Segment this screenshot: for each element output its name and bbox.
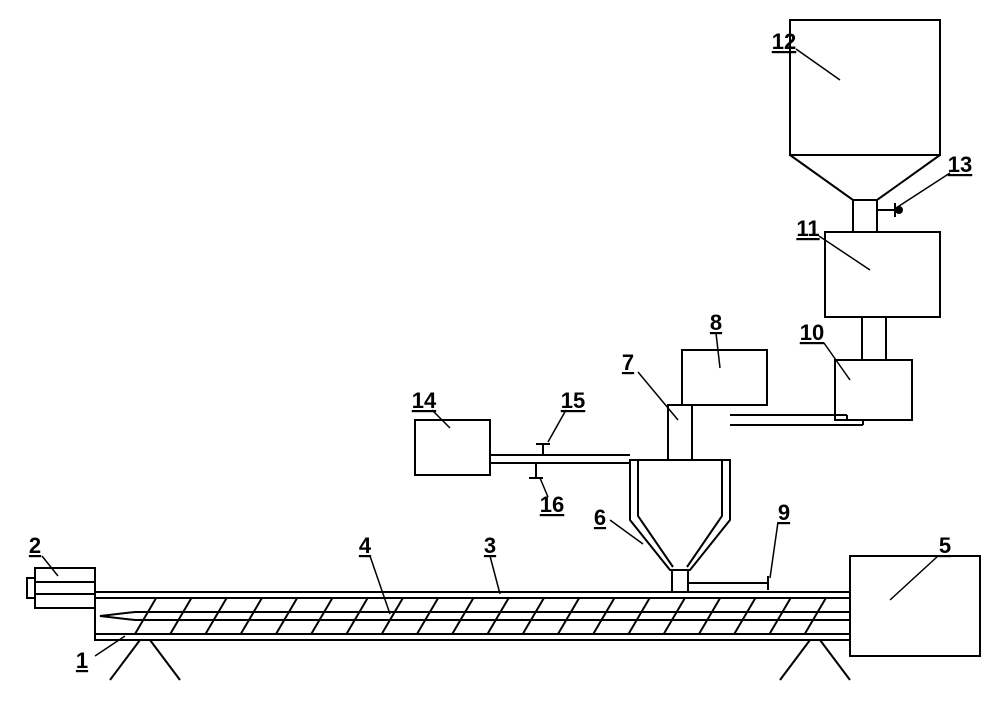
label-13: 13	[948, 152, 972, 177]
label-6: 6	[594, 505, 606, 530]
label-2: 2	[29, 533, 41, 558]
label-15: 15	[561, 388, 585, 413]
label-7: 7	[622, 350, 634, 375]
label-4: 4	[359, 533, 372, 558]
label-10: 10	[800, 320, 824, 345]
schematic-diagram: 12345678910111213141516	[0, 0, 1000, 704]
label-11: 11	[796, 216, 819, 241]
label-5: 5	[939, 533, 951, 558]
label-1: 1	[76, 648, 88, 673]
label-9: 9	[778, 500, 790, 525]
label-8: 8	[710, 310, 722, 335]
label-12: 12	[772, 29, 796, 54]
label-16: 16	[540, 492, 564, 517]
label-14: 14	[412, 388, 437, 413]
label-3: 3	[484, 533, 496, 558]
